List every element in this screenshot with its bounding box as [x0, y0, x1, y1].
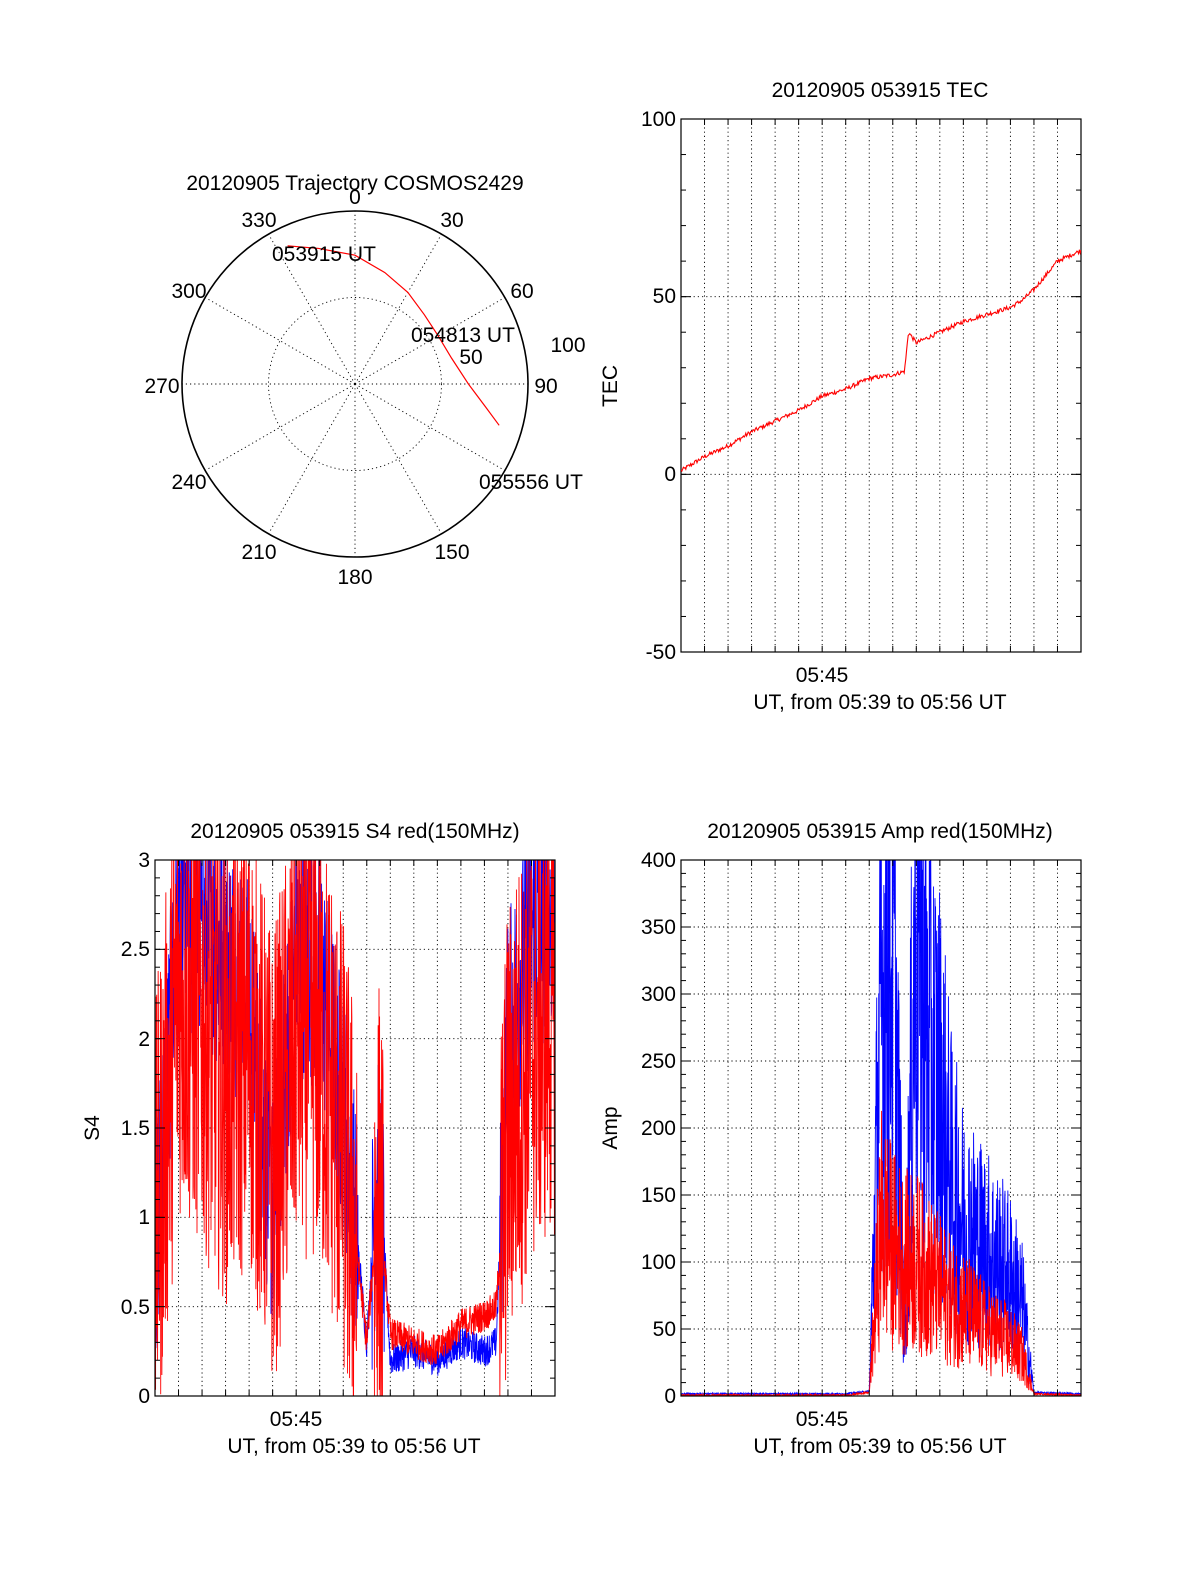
tec-ytick-50: 50 — [653, 285, 676, 308]
az-label-90: 90 — [534, 375, 557, 398]
az-label-330: 330 — [241, 209, 276, 232]
polar-ring-inner — [268, 297, 442, 471]
s4-xlabel: UT, from 05:39 to 05:56 UT — [227, 1435, 480, 1458]
polar-spoke — [204, 297, 356, 385]
polar-outer-ring — [181, 210, 529, 558]
amp-xtick-0545: 05:45 — [796, 1408, 849, 1431]
az-label-0: 0 — [349, 186, 361, 209]
s4-ticks — [155, 859, 555, 1397]
amp-panel: 20120905 053915 Amp red(150MHz) 400 350 … — [599, 820, 1082, 1458]
tec-grid — [681, 119, 1081, 652]
s4-series-group — [155, 860, 555, 1396]
tec-plot-frame — [680, 118, 1082, 653]
amp-ylabel: Amp — [599, 1106, 622, 1149]
az-label-150: 150 — [434, 541, 469, 564]
az-label-300: 300 — [171, 280, 206, 303]
tec-series-group — [681, 249, 1081, 473]
trajectory-label-mid: 054813 UT — [411, 324, 515, 347]
tec-ytick-neg50: -50 — [646, 641, 676, 664]
tec-title: 20120905 053915 TEC — [772, 79, 989, 102]
polar-spoke — [204, 383, 356, 471]
s4-ytick-1: 1 — [138, 1206, 150, 1229]
s4-ytick-2-5: 2.5 — [121, 938, 150, 961]
trajectory-line — [287, 245, 500, 426]
trajectory-label-start: 053915 UT — [272, 243, 376, 266]
amp-ytick-400: 400 — [641, 849, 676, 872]
amp-ytick-0: 0 — [664, 1385, 676, 1408]
amp-ytick-150: 150 — [641, 1184, 676, 1207]
az-label-270: 270 — [144, 375, 179, 398]
trajectory-label-end: 055556 UT — [479, 471, 583, 494]
tec-series-1 — [681, 249, 1081, 473]
amp-ytick-200: 200 — [641, 1117, 676, 1140]
polar-spoke — [354, 383, 442, 535]
az-label-180: 180 — [337, 566, 372, 589]
s4-ytick-1-5: 1.5 — [121, 1117, 150, 1140]
s4-series-2 — [155, 860, 555, 1396]
az-label-210: 210 — [241, 541, 276, 564]
polar-title: 20120905 Trajectory COSMOS2429 — [186, 172, 523, 195]
s4-ytick-2: 2 — [138, 1028, 150, 1051]
amp-ytick-250: 250 — [641, 1050, 676, 1073]
s4-xtick-0545: 05:45 — [270, 1408, 323, 1431]
tec-ticks — [681, 118, 1081, 653]
polar-panel: 20120905 Trajectory COSMOS2429 0 30 60 9… — [144, 172, 585, 589]
s4-ytick-3: 3 — [138, 849, 150, 872]
amp-series-2 — [681, 1110, 1081, 1396]
amp-ytick-300: 300 — [641, 983, 676, 1006]
tec-panel: 20120905 053915 TEC 100 50 0 -50 05:45 U… — [599, 79, 1082, 714]
polar-azimuth-labels: 0 30 60 90 150 180 210 240 270 300 330 — [144, 186, 557, 589]
amp-xlabel: UT, from 05:39 to 05:56 UT — [753, 1435, 1006, 1458]
polar-spoke — [354, 383, 506, 471]
az-label-60: 60 — [510, 280, 533, 303]
az-label-240: 240 — [171, 471, 206, 494]
s4-ylabel: S4 — [81, 1115, 104, 1141]
amp-ytick-50: 50 — [653, 1318, 676, 1341]
tec-ylabel: TEC — [599, 365, 622, 407]
radial-label-100: 100 — [550, 334, 585, 357]
s4-ytick-0-5: 0.5 — [121, 1296, 150, 1319]
polar-grid — [182, 211, 528, 557]
amp-ytick-350: 350 — [641, 916, 676, 939]
s4-title: 20120905 053915 S4 red(150MHz) — [190, 820, 519, 843]
tec-xlabel: UT, from 05:39 to 05:56 UT — [753, 691, 1006, 714]
amp-ticks — [681, 859, 1081, 1397]
tec-ytick-0: 0 — [664, 463, 676, 486]
amp-series-group — [681, 860, 1081, 1396]
amp-ytick-100: 100 — [641, 1251, 676, 1274]
s4-ytick-0: 0 — [138, 1385, 150, 1408]
tec-ytick-100: 100 — [641, 108, 676, 131]
s4-panel: 20120905 053915 S4 red(150MHz) 3 2.5 2 1… — [81, 820, 556, 1458]
amp-series-1 — [681, 860, 1081, 1396]
az-label-30: 30 — [440, 209, 463, 232]
radial-label-50: 50 — [459, 346, 482, 369]
tec-xtick-0545: 05:45 — [796, 664, 849, 687]
amp-title: 20120905 053915 Amp red(150MHz) — [707, 820, 1053, 843]
